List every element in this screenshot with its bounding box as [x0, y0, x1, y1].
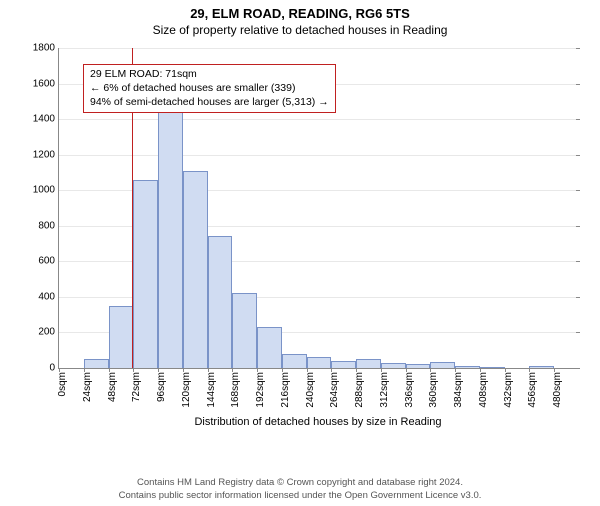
y-tick-label: 200	[38, 327, 59, 338]
y-tick-mark	[576, 190, 580, 191]
x-tick-label: 456sqm	[527, 368, 538, 408]
histogram-bar	[208, 236, 233, 368]
histogram-bar	[109, 306, 134, 368]
annotation-line: 29 ELM ROAD: 71sqm	[90, 67, 329, 81]
histogram-bar	[183, 171, 208, 368]
y-tick-mark	[576, 155, 580, 156]
x-tick-label: 24sqm	[82, 368, 93, 402]
footer-attribution: Contains HM Land Registry data © Crown c…	[0, 477, 600, 502]
annotation-line: ← 6% of detached houses are smaller (339…	[90, 81, 329, 95]
footer-line-2: Contains public sector information licen…	[0, 490, 600, 502]
x-tick-label: 192sqm	[255, 368, 266, 408]
y-tick-label: 1200	[33, 149, 59, 160]
x-tick-label: 72sqm	[131, 368, 142, 402]
y-tick-label: 800	[38, 220, 59, 231]
y-tick-label: 1800	[33, 43, 59, 54]
y-tick-mark	[576, 332, 580, 333]
y-tick-mark	[576, 368, 580, 369]
y-tick-mark	[576, 48, 580, 49]
x-tick-label: 408sqm	[478, 368, 489, 408]
y-tick-label: 400	[38, 291, 59, 302]
x-tick-label: 312sqm	[379, 368, 390, 408]
grid-line	[59, 48, 579, 49]
y-tick-mark	[576, 84, 580, 85]
histogram-bar	[158, 108, 183, 368]
y-tick-label: 1600	[33, 78, 59, 89]
x-tick-label: 96sqm	[156, 368, 167, 402]
y-tick-mark	[576, 297, 580, 298]
x-tick-label: 144sqm	[206, 368, 217, 408]
x-tick-label: 480sqm	[552, 368, 563, 408]
x-tick-label: 168sqm	[230, 368, 241, 408]
x-tick-label: 384sqm	[453, 368, 464, 408]
histogram-bar	[356, 359, 381, 368]
histogram-bar	[84, 359, 109, 368]
page-title: 29, ELM ROAD, READING, RG6 5TS	[0, 6, 600, 21]
x-tick-label: 120sqm	[181, 368, 192, 408]
plot-area: 0200400600800100012001400160018000sqm24s…	[58, 48, 579, 369]
x-axis-label: Distribution of detached houses by size …	[58, 416, 578, 428]
x-tick-label: 288sqm	[354, 368, 365, 408]
x-tick-label: 216sqm	[280, 368, 291, 408]
x-tick-label: 336sqm	[404, 368, 415, 408]
x-tick-label: 0sqm	[57, 368, 68, 396]
page-subtitle: Size of property relative to detached ho…	[0, 23, 600, 37]
y-tick-mark	[576, 261, 580, 262]
chart-container: Number of detached properties 0200400600…	[0, 48, 600, 438]
grid-line	[59, 119, 579, 120]
y-tick-label: 600	[38, 256, 59, 267]
x-tick-label: 48sqm	[107, 368, 118, 402]
annotation-line: 94% of semi-detached houses are larger (…	[90, 95, 329, 109]
x-tick-label: 264sqm	[329, 368, 340, 408]
x-tick-label: 432sqm	[503, 368, 514, 408]
histogram-bar	[133, 180, 158, 368]
y-tick-label: 1000	[33, 185, 59, 196]
x-tick-label: 240sqm	[305, 368, 316, 408]
annotation-box: 29 ELM ROAD: 71sqm← 6% of detached house…	[83, 64, 336, 113]
y-tick-mark	[576, 119, 580, 120]
histogram-bar	[257, 327, 282, 368]
histogram-bar	[232, 293, 257, 368]
footer-line-1: Contains HM Land Registry data © Crown c…	[0, 477, 600, 489]
y-tick-label: 1400	[33, 114, 59, 125]
y-tick-mark	[576, 226, 580, 227]
x-tick-label: 360sqm	[428, 368, 439, 408]
histogram-bar	[282, 354, 307, 368]
histogram-bar	[331, 361, 356, 368]
grid-line	[59, 155, 579, 156]
histogram-bar	[307, 357, 332, 368]
